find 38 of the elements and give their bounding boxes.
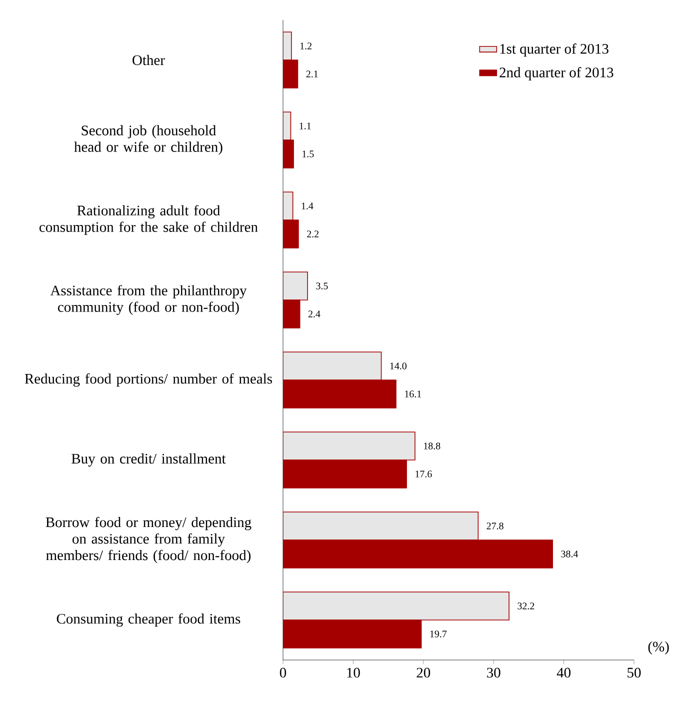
data-label: 27.8 (486, 522, 504, 530)
data-label: 18.8 (424, 442, 440, 450)
data-label: 1.5 (302, 150, 314, 158)
x-tick-label: 40 (556, 668, 570, 678)
data-label: 2.4 (308, 310, 320, 318)
data-label: 19.7 (430, 630, 447, 638)
data-label: 1.1 (300, 122, 311, 130)
y-tick-label: Borrow food or money/ depending on assistance from family members/ friends (food/ non-food) (46, 516, 252, 564)
bar (283, 272, 308, 300)
data-label: 2.2 (307, 230, 319, 238)
bar (283, 592, 510, 620)
data-label: 1.2 (300, 42, 312, 50)
data-label: 3.5 (316, 282, 328, 290)
legend-label: 1st quarter of 2013 (500, 43, 608, 57)
y-tick-label: Reducing food portions/ number of meals (24, 373, 272, 387)
data-label: 2.1 (306, 70, 318, 78)
data-label: 17.6 (416, 470, 432, 478)
bar (283, 352, 382, 380)
data-label: 1.4 (302, 202, 314, 210)
data-label: 38.4 (561, 550, 578, 558)
bar (283, 512, 479, 540)
x-tick-label: 20 (416, 668, 430, 678)
x-axis-title: (%) (648, 641, 669, 654)
x-tick-label: 0 (280, 668, 286, 678)
legend-label: 2nd quarter of 2013 (500, 67, 614, 80)
y-tick-label: Rationalizing adult food consumption for the sake of children (40, 205, 258, 235)
data-label: 16.1 (405, 390, 422, 398)
y-tick-label: Buy on credit/ installment (72, 453, 226, 467)
data-label: 32.2 (518, 602, 534, 610)
data-label: 14.0 (390, 362, 407, 370)
y-tick-label: Consuming cheaper food items (56, 613, 240, 627)
y-tick-label: Assistance from the philanthropy community (food or non-food) (50, 285, 247, 315)
x-tick-label: 10 (347, 668, 360, 678)
x-tick-label: 50 (628, 668, 641, 678)
x-tick-label: 30 (487, 668, 500, 678)
bar (283, 432, 416, 460)
y-tick-label: Second job (household head or wife or children) (74, 125, 222, 155)
y-tick-label: Other (132, 54, 165, 66)
